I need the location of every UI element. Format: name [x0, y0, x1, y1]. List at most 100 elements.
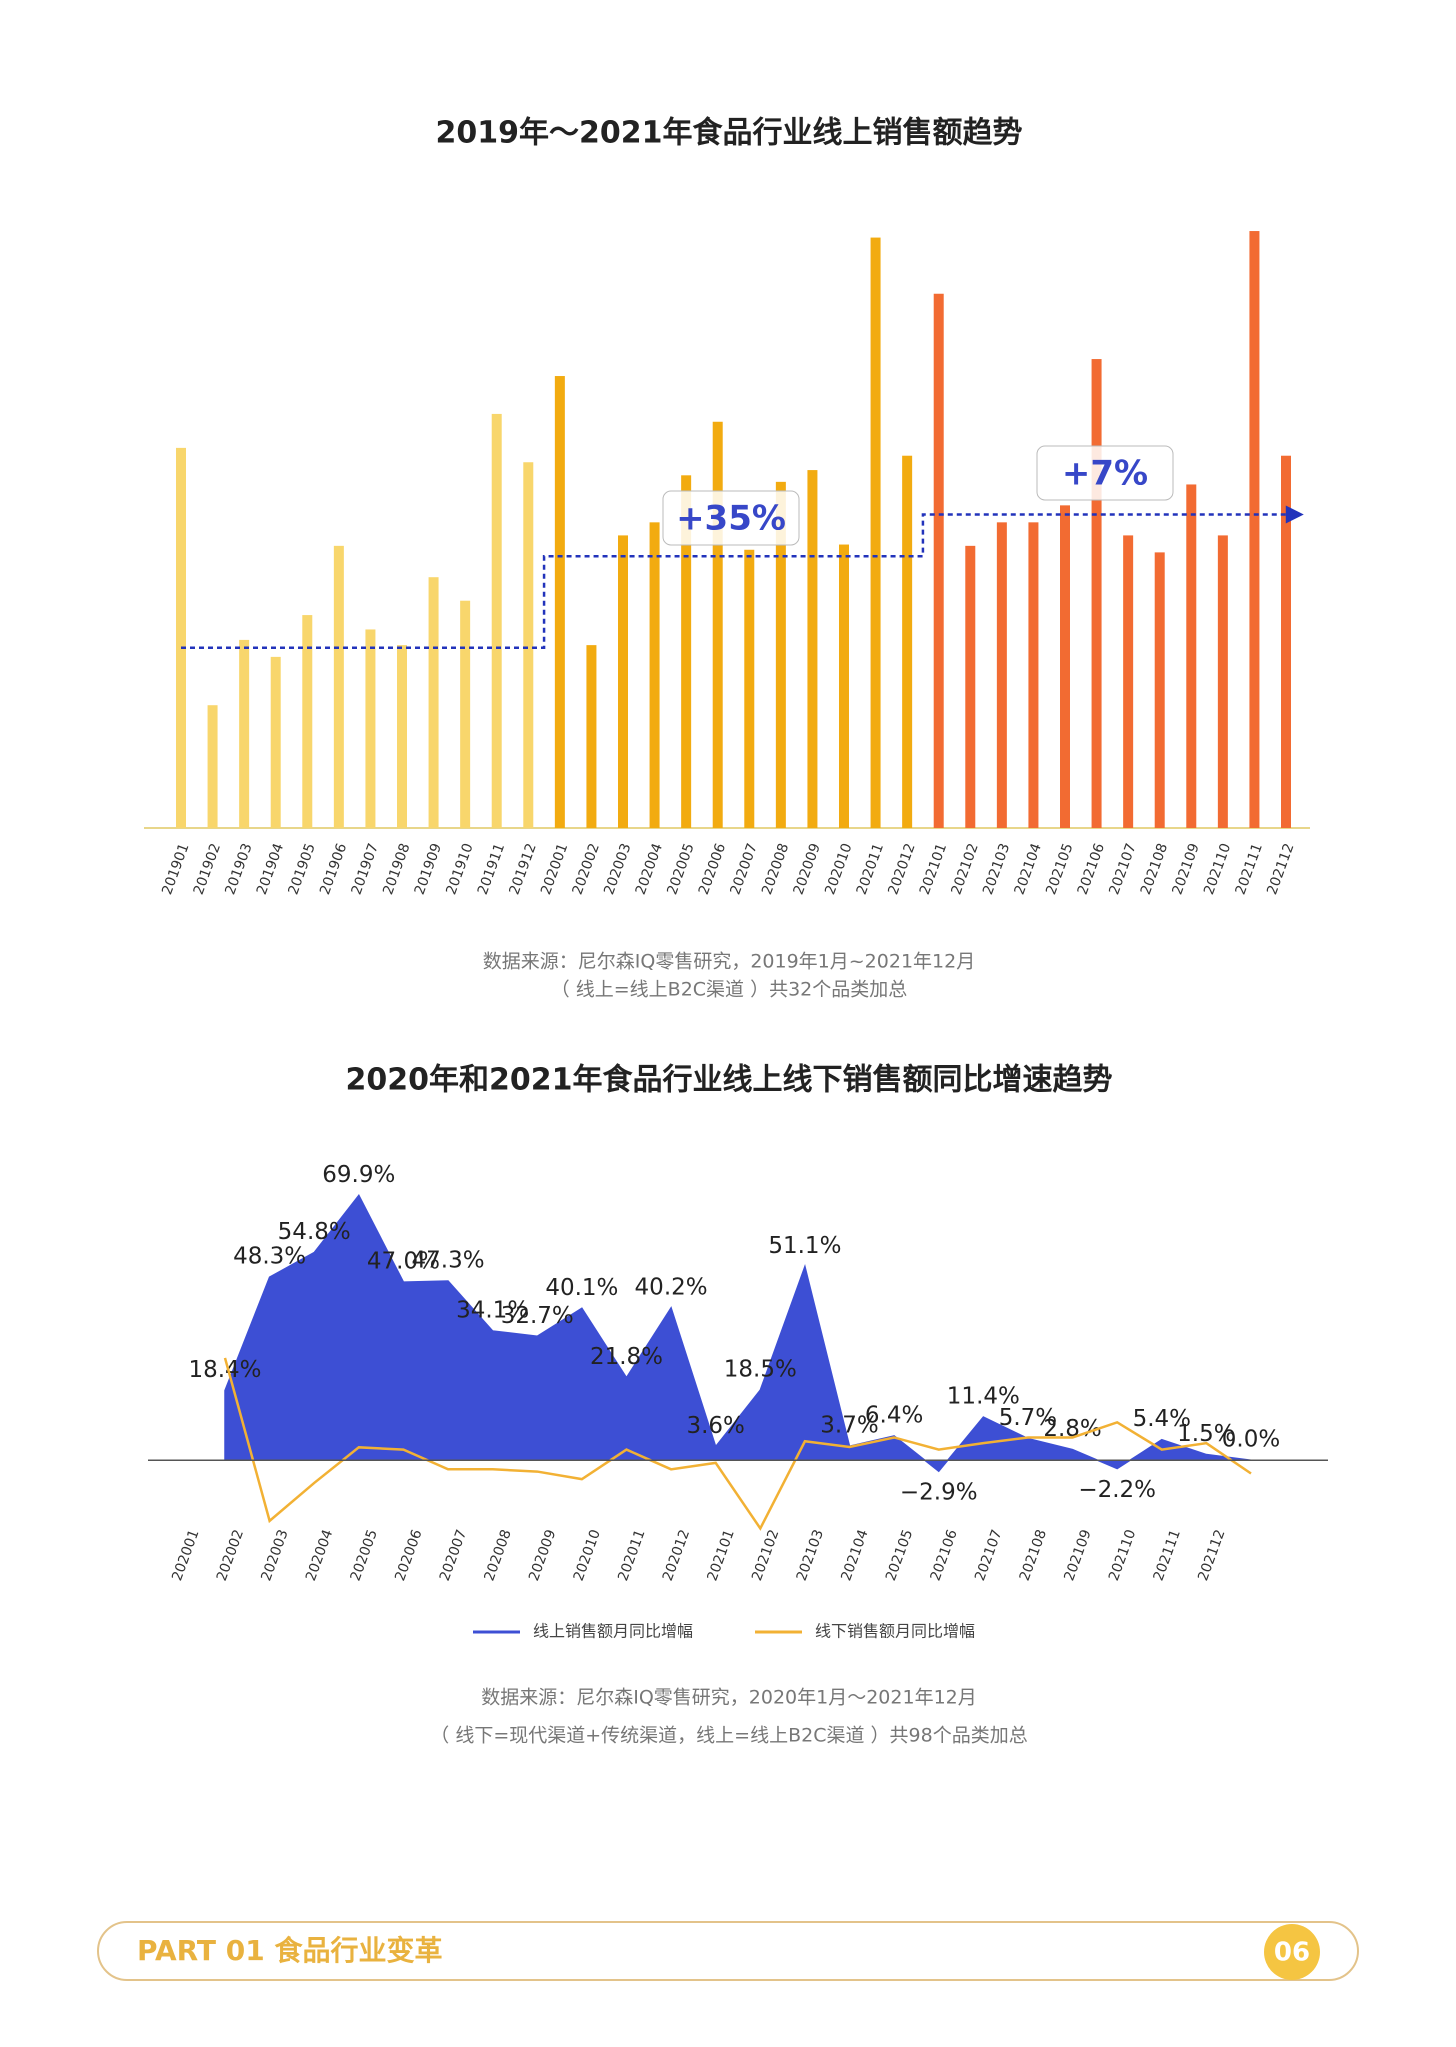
bar: [839, 544, 849, 828]
data-label: 40.1%: [545, 1275, 618, 1301]
bar: [744, 549, 755, 828]
x-tick-label: 202109: [1169, 841, 1202, 897]
data-label: 21.8%: [590, 1344, 663, 1370]
source-note: 数据来源：尼尔森IQ零售研究，2019年1月~2021年12月: [483, 951, 975, 973]
data-label: 47.3%: [412, 1247, 485, 1273]
source-note: （ 线上=线上B2C渠道 ）共32个品类加总: [551, 979, 908, 1001]
x-tick-label: 202012: [660, 1527, 693, 1583]
x-tick-label: 202003: [258, 1527, 291, 1583]
data-label: −2.2%: [1078, 1477, 1156, 1503]
bar: [1154, 552, 1165, 828]
x-tick-label: 202108: [1138, 841, 1171, 897]
bar: [775, 481, 786, 828]
bar: [1060, 505, 1070, 828]
bar: [239, 639, 250, 828]
x-tick-label: 201912: [506, 841, 539, 897]
bar: [965, 545, 976, 828]
bar: [712, 421, 723, 828]
x-tick-label: 202009: [791, 841, 824, 897]
x-tick-label: 201903: [222, 841, 255, 897]
x-tick-label: 201909: [412, 841, 445, 897]
x-tick-label: 202011: [854, 841, 887, 897]
bar: [1123, 535, 1134, 828]
x-tick-label: 201911: [475, 841, 508, 897]
data-label: 54.8%: [278, 1219, 351, 1245]
x-tick-label: 202004: [303, 1527, 336, 1583]
x-tick-label: 202003: [601, 841, 634, 897]
bar: [996, 522, 1007, 828]
x-tick-label: 202001: [538, 841, 571, 897]
data-label: 32.7%: [501, 1303, 574, 1329]
footer-frame: [97, 1921, 1359, 1981]
x-tick-label: 202107: [972, 1527, 1005, 1583]
bar: [1217, 535, 1228, 828]
x-tick-label: 202102: [948, 841, 981, 897]
bar: [397, 645, 407, 828]
bar: [1028, 522, 1039, 828]
bar: [933, 293, 944, 828]
x-tick-label: 202110: [1201, 841, 1234, 897]
x-tick-label: 202012: [885, 841, 918, 897]
arrow-head: [1285, 505, 1304, 524]
x-tick-label: 202105: [1043, 841, 1076, 897]
data-label: 40.2%: [635, 1274, 708, 1300]
x-tick-label: 201910: [443, 841, 476, 897]
bar: [902, 455, 913, 828]
x-tick-label: 202010: [571, 1527, 604, 1583]
annotation: +35%: [676, 499, 786, 539]
bar: [618, 535, 628, 828]
x-tick-label: 202106: [928, 1527, 961, 1583]
x-tick-label: 202111: [1151, 1527, 1184, 1583]
page-number: 06: [1274, 1938, 1310, 1968]
data-label: 18.5%: [724, 1357, 797, 1383]
online-area: [224, 1193, 1252, 1473]
source-note: （ 线下=现代渠道+传统渠道，线上=线上B2C渠道 ）共98个品类加总: [430, 1725, 1027, 1747]
data-label: 5.4%: [1133, 1406, 1191, 1432]
average-line: [181, 513, 1286, 649]
source-note: 数据来源：尼尔森IQ零售研究，2020年1月～2021年12月: [481, 1687, 977, 1709]
bar: [1249, 231, 1260, 828]
x-tick-label: 202007: [727, 841, 760, 897]
x-tick-label: 201901: [159, 841, 192, 897]
offline-line: [223, 1357, 1252, 1531]
x-tick-label: 202002: [214, 1527, 247, 1583]
data-label: 69.9%: [322, 1162, 395, 1188]
x-tick-label: 201902: [191, 841, 224, 897]
x-tick-label: 201906: [317, 841, 350, 897]
bar: [207, 705, 218, 828]
x-tick-label: 201907: [349, 841, 382, 897]
bar: [1186, 484, 1197, 828]
x-tick-label: 202005: [664, 841, 697, 897]
x-tick-label: 202101: [917, 841, 950, 897]
bar: [807, 470, 818, 828]
data-label: 3.6%: [686, 1413, 744, 1439]
x-tick-label: 202011: [615, 1527, 648, 1583]
x-tick-label: 202103: [980, 841, 1013, 897]
bar: [176, 447, 186, 828]
x-tick-label: 202007: [437, 1527, 470, 1583]
annotation: +7%: [1062, 454, 1148, 494]
data-label: 34.1%: [456, 1297, 529, 1323]
footer-part: PART 01 食品行业变革: [137, 1934, 443, 1967]
x-tick-label: 202107: [1106, 841, 1139, 897]
x-tick-label: 202108: [1017, 1527, 1050, 1583]
bar: [491, 413, 502, 828]
chart-title: 2020年和2021年食品行业线上线下销售额同比增速趋势: [346, 1063, 1113, 1098]
bar: [302, 615, 313, 828]
annotation-box: [662, 490, 800, 546]
data-label: −2.9%: [900, 1480, 978, 1506]
x-tick-label: 202001: [169, 1527, 202, 1583]
x-tick-label: 202103: [794, 1527, 827, 1583]
x-tick-label: 202008: [759, 841, 792, 897]
x-tick-label: 202104: [838, 1527, 871, 1583]
x-tick-label: 201905: [285, 841, 318, 897]
data-label: 0.0%: [1222, 1427, 1280, 1453]
x-tick-label: 202002: [570, 841, 603, 897]
x-tick-label: 202111: [1233, 841, 1266, 897]
bar: [428, 577, 439, 828]
bar: [270, 656, 281, 828]
x-tick-label: 202102: [749, 1527, 782, 1583]
x-tick-label: 202005: [348, 1527, 381, 1583]
data-label: 51.1%: [768, 1233, 841, 1259]
